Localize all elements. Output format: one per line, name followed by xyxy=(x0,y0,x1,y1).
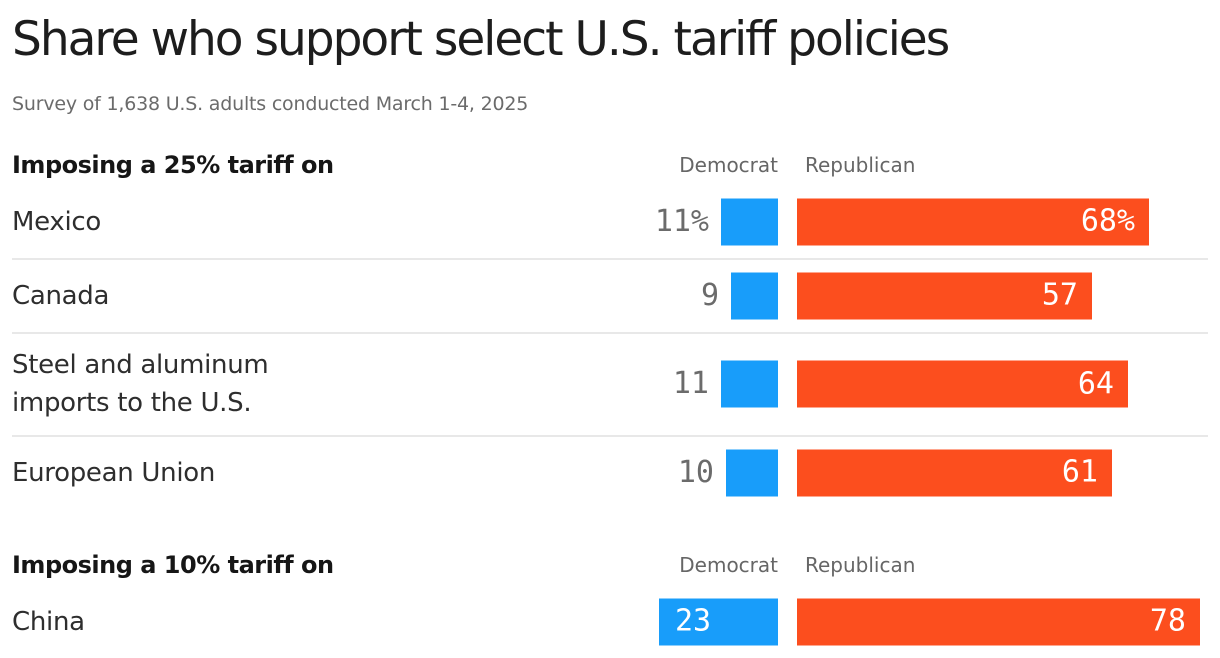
republican-bar: 61 xyxy=(797,449,1112,496)
republican-value-label: 61 xyxy=(1061,454,1098,490)
row-label: European Union xyxy=(12,457,216,488)
chart-row: China 23 78 xyxy=(12,598,1208,645)
republican-value-label: 78 xyxy=(1149,603,1186,639)
democrat-column-header: Democrat xyxy=(679,553,778,577)
section-header-row: Imposing a 10% tariff on Democrat Republ… xyxy=(12,550,1208,580)
chart-subtitle: Survey of 1,638 U.S. adults conducted Ma… xyxy=(12,93,529,115)
section-rows: China 23 78 xyxy=(12,598,1208,645)
section-header: Imposing a 10% tariff on xyxy=(12,551,334,579)
section-header-row: Imposing a 25% tariff on Democrat Republ… xyxy=(12,150,1208,180)
democrat-value-label: 11% xyxy=(654,203,709,239)
chart-section: Imposing a 10% tariff on Democrat Republ… xyxy=(12,550,1208,645)
democrat-value-label: 9 xyxy=(700,277,719,313)
row-label: China xyxy=(12,606,85,637)
republican-value-label: 64 xyxy=(1077,366,1114,401)
row-label: Mexico xyxy=(12,206,101,237)
grouped-bar-chart: Imposing a 25% tariff on Democrat Republ… xyxy=(12,150,1208,645)
chart-row: Canada 9 57 xyxy=(12,272,1208,319)
democrat-bar xyxy=(726,449,778,496)
republican-column-header: Republican xyxy=(805,553,916,577)
democrat-value-label: 10 xyxy=(677,454,714,490)
democrat-bar xyxy=(721,360,778,408)
republican-value-label: 57 xyxy=(1041,277,1078,313)
chart-section: Imposing a 25% tariff on Democrat Republ… xyxy=(12,150,1208,496)
row-divider xyxy=(12,258,1208,260)
democrat-value-label: 23 xyxy=(675,603,712,639)
republican-value-label: 68% xyxy=(1080,203,1135,239)
democrat-value-label: 11 xyxy=(672,366,709,401)
democrat-column-header: Democrat xyxy=(679,153,778,177)
row-divider xyxy=(12,435,1208,437)
chart-row: European Union 10 61 xyxy=(12,449,1208,496)
row-divider xyxy=(12,332,1208,334)
republican-column-header: Republican xyxy=(805,153,916,177)
section-rows: Mexico 11% 68% Canada 9 57 Steel and alu… xyxy=(12,198,1208,496)
republican-bar: 78 xyxy=(797,598,1200,645)
republican-bar: 57 xyxy=(797,272,1092,319)
chart-row: Steel and aluminum imports to the U.S. 1… xyxy=(12,346,1208,422)
chart-title: Share who support select U.S. tariff pol… xyxy=(12,12,950,67)
chart-row: Mexico 11% 68% xyxy=(12,198,1208,245)
democrat-bar xyxy=(721,198,778,245)
row-label: Canada xyxy=(12,280,110,311)
section-header: Imposing a 25% tariff on xyxy=(12,151,334,179)
democrat-bar: 23 xyxy=(659,598,778,645)
republican-bar: 68% xyxy=(797,198,1149,245)
row-label: Steel and aluminum imports to the U.S. xyxy=(12,350,269,418)
democrat-bar xyxy=(731,272,778,319)
republican-bar: 64 xyxy=(797,360,1128,408)
